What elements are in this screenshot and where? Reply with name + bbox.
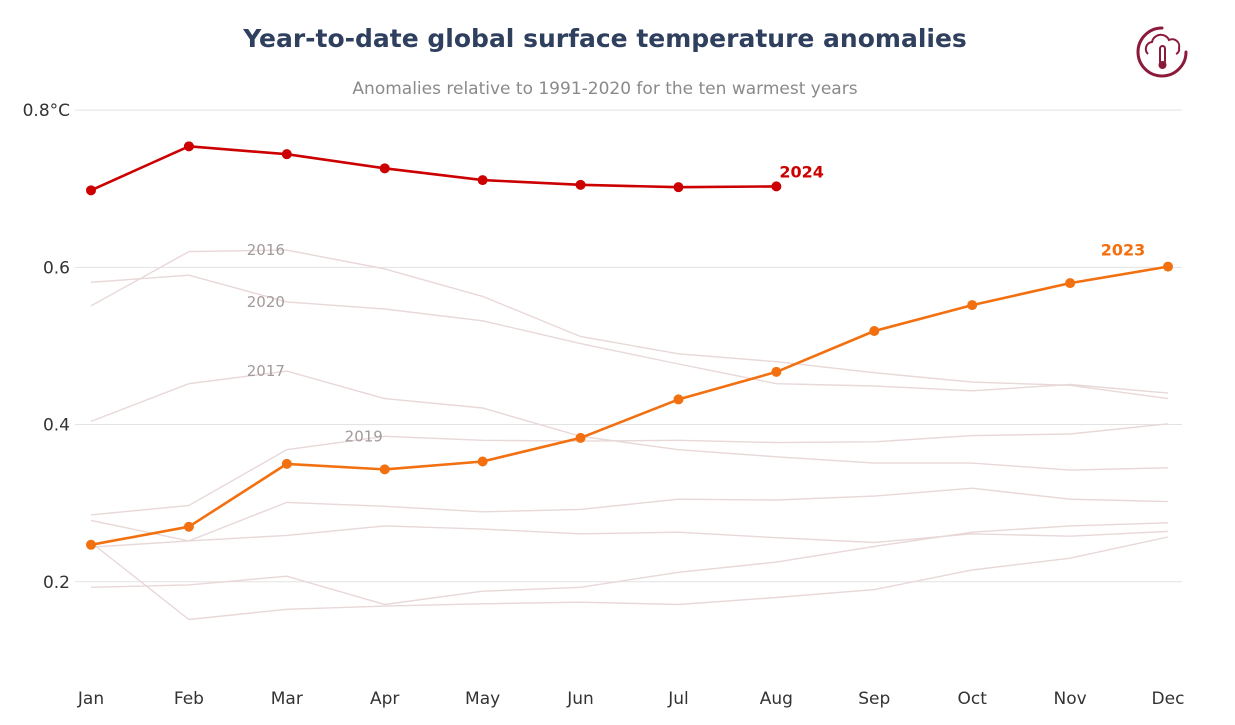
data-point-2023	[575, 432, 586, 443]
x-tick-label: Feb	[174, 689, 204, 709]
x-axis-labels: Jan Feb Mar Apr May Jun Jul Aug Sep Oct Nov Dec	[77, 689, 1185, 709]
x-tick-label: Jul	[667, 689, 689, 709]
data-point-2023	[379, 464, 390, 475]
series-label-2017: 2017	[247, 362, 285, 380]
data-point-2023	[281, 458, 292, 469]
x-tick-label: Jun	[566, 689, 594, 709]
data-point-2024	[379, 163, 390, 174]
background-series-line	[90, 525, 1169, 548]
background-series-line	[90, 423, 1169, 516]
chart-title: Year-to-date global surface temperature …	[243, 24, 967, 53]
series-line-2023	[90, 265, 1169, 547]
series-label-2024: 2024	[779, 162, 824, 181]
data-point-2024	[477, 175, 488, 186]
background-series-line	[90, 249, 1169, 400]
data-point-2024	[183, 141, 194, 152]
background-series-line	[90, 522, 1169, 606]
data-point-2023	[673, 394, 684, 405]
chart-subtitle: Anomalies relative to 1991-2020 for the …	[352, 79, 858, 99]
x-tick-label: Oct	[957, 689, 987, 709]
series-label-2016: 2016	[247, 241, 285, 259]
x-tick-label: Dec	[1152, 689, 1185, 709]
data-point-2023	[1065, 278, 1076, 289]
x-tick-label: Jan	[77, 689, 104, 709]
background-series-line	[90, 370, 1169, 471]
highlight-series: 2024 2023	[86, 141, 1173, 550]
data-point-2024	[86, 185, 96, 196]
y-tick-label: 0.6	[43, 258, 70, 278]
x-tick-label: Apr	[370, 689, 399, 709]
data-point-2023	[183, 521, 194, 532]
x-tick-label: Mar	[271, 689, 303, 709]
y-tick-label: 0.8°C	[23, 101, 70, 121]
series-label-2023: 2023	[1101, 241, 1146, 260]
cloud-thermometer-icon	[1136, 26, 1188, 78]
x-tick-label: Sep	[858, 689, 890, 709]
series-line-2024	[90, 145, 777, 192]
data-point-2023	[967, 300, 978, 311]
series-label-2020: 2020	[247, 293, 285, 311]
data-point-2024	[771, 181, 782, 192]
data-point-2024	[575, 179, 586, 190]
y-tick-label: 0.4	[43, 416, 70, 436]
data-point-2023	[771, 366, 782, 377]
gridlines	[75, 109, 1182, 583]
data-point-2023	[477, 456, 488, 467]
background-series-line	[90, 274, 1169, 394]
x-tick-label: May	[465, 689, 500, 709]
data-point-2023	[1163, 261, 1173, 272]
data-point-2023	[86, 539, 96, 550]
data-point-2024	[281, 149, 292, 160]
y-axis-labels: 0.8°C 0.6 0.4 0.2	[23, 101, 70, 593]
background-series: 2016 2020 2017 2019	[90, 241, 1169, 621]
series-label-2019: 2019	[345, 427, 383, 445]
x-tick-label: Nov	[1053, 689, 1086, 709]
y-tick-label: 0.2	[43, 573, 70, 593]
x-tick-label: Aug	[760, 689, 793, 709]
background-series-line	[90, 536, 1169, 621]
background-series-line	[90, 487, 1169, 542]
data-point-2023	[869, 326, 880, 337]
data-point-2024	[673, 182, 684, 193]
